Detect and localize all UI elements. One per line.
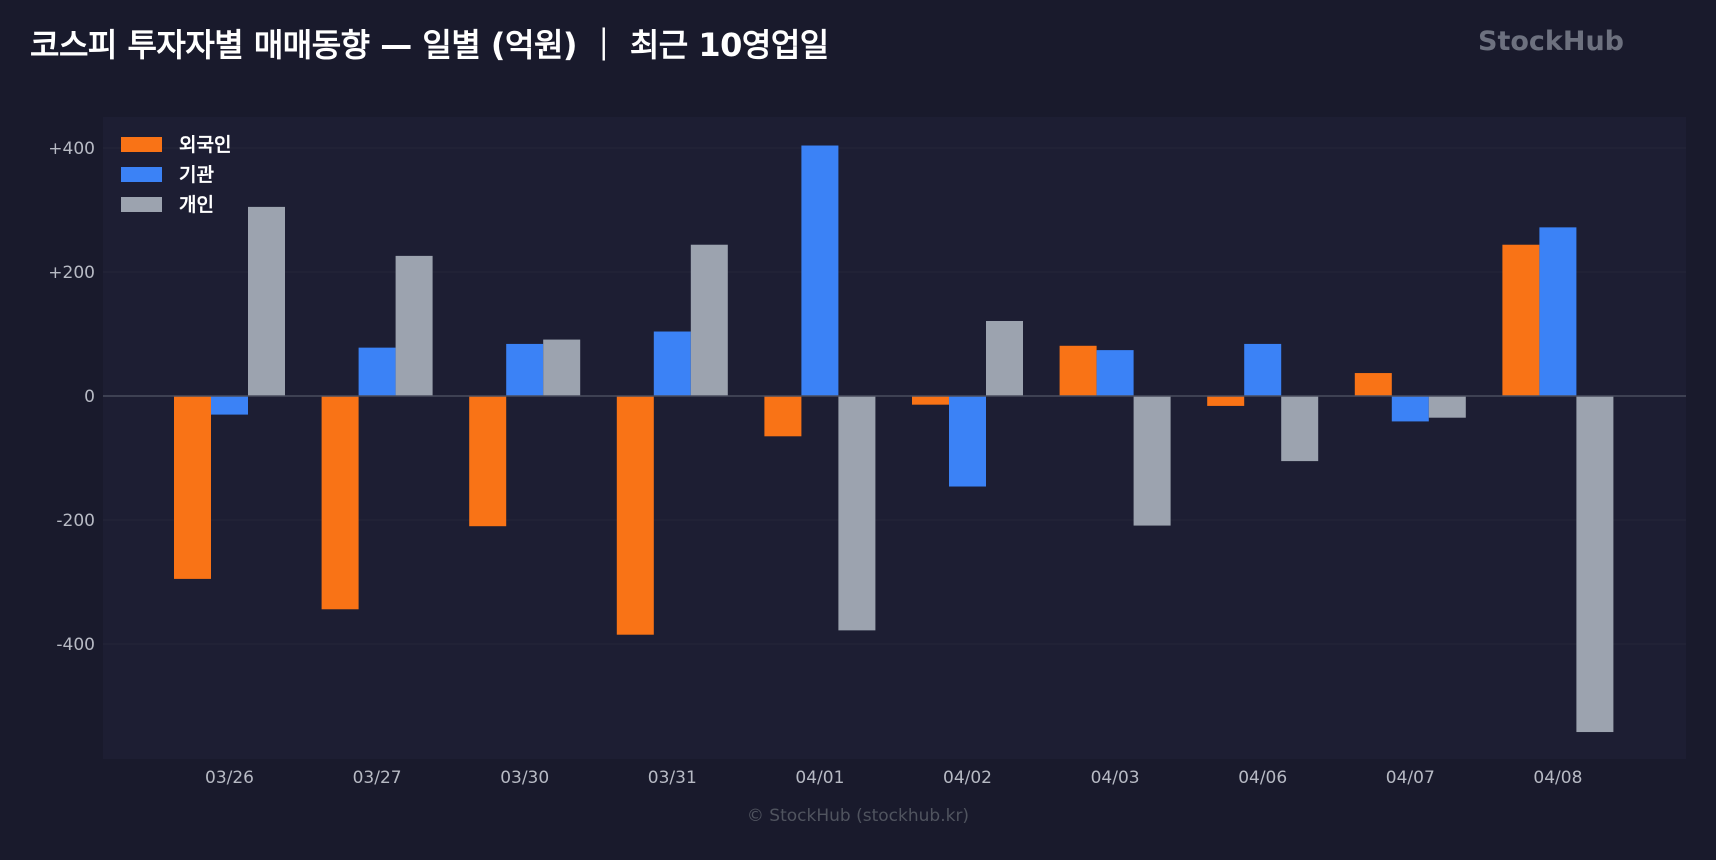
- gridlines: [103, 147, 1686, 645]
- y-tick-label: +400: [48, 139, 95, 159]
- bar-foreign-04-08: [1502, 244, 1540, 396]
- bar-series-group: [174, 145, 1614, 733]
- y-tick-label: -400: [56, 635, 95, 655]
- y-tick-label: 0: [84, 387, 95, 407]
- x-tick-label: 03/26: [205, 768, 254, 788]
- bar-institution-04-01: [801, 145, 839, 396]
- chart-title: 코스피 투자자별 매매동향 — 일별 (억원) ｜ 최근 10영업일: [30, 26, 829, 64]
- bar-individual-03-31: [690, 244, 728, 396]
- x-tick-label: 04/01: [795, 768, 844, 788]
- x-tick-label: 04/02: [943, 768, 992, 788]
- bar-foreign-04-07: [1354, 373, 1392, 396]
- bar-individual-04-03: [1133, 396, 1171, 526]
- y-tick-label: -200: [56, 511, 95, 531]
- bar-individual-04-08: [1576, 396, 1614, 733]
- y-axis-ticks: +400 +200 0 -200 -400: [48, 139, 95, 655]
- plot-area-background: [103, 117, 1686, 759]
- legend-swatch: [121, 137, 162, 152]
- bar-institution-03-30: [506, 343, 544, 396]
- bar-institution-03-26: [211, 396, 248, 415]
- bar-institution-04-06: [1244, 343, 1282, 396]
- y-tick-label: +200: [48, 263, 95, 283]
- legend-label: 기관: [179, 164, 214, 186]
- bar-institution-03-31: [653, 331, 691, 396]
- bar-individual-03-30: [543, 339, 581, 396]
- bar-institution-04-07: [1391, 396, 1429, 422]
- bar-chart: +400 +200 0 -200 -400 03/26 03/27 03/30 03/31 04…: [48, 117, 1686, 788]
- bar-individual-04-01: [838, 396, 876, 631]
- x-tick-label: 03/31: [648, 768, 697, 788]
- bar-foreign-04-06: [1207, 396, 1245, 406]
- bar-foreign-03-31: [616, 396, 654, 635]
- legend-label: 개인: [179, 194, 214, 216]
- bar-institution-04-03: [1096, 350, 1134, 396]
- legend-swatch: [121, 197, 162, 212]
- bar-institution-04-08: [1539, 227, 1577, 396]
- x-tick-label: 04/08: [1533, 768, 1582, 788]
- x-tick-label: 04/07: [1386, 768, 1435, 788]
- bar-individual-04-02: [986, 320, 1023, 396]
- brand-logo-text: StockHub: [1478, 26, 1625, 57]
- x-tick-label: 03/30: [500, 768, 549, 788]
- bar-individual-04-07: [1428, 396, 1466, 418]
- bar-institution-04-02: [949, 396, 986, 487]
- x-axis-ticks: 03/26 03/27 03/30 03/31 04/01 04/02 04/03 04/06…: [205, 768, 1582, 788]
- legend-swatch: [121, 167, 162, 182]
- x-tick-label: 04/03: [1091, 768, 1140, 788]
- x-tick-label: 04/06: [1238, 768, 1287, 788]
- footer-credit: © StockHub (stockhub.kr): [746, 806, 970, 826]
- legend-label: 외국인: [179, 134, 231, 156]
- bar-foreign-04-03: [1059, 345, 1097, 396]
- bar-individual-03-26: [248, 206, 285, 396]
- bar-individual-04-06: [1281, 396, 1319, 462]
- bar-foreign-03-26: [174, 396, 211, 579]
- bar-institution-03-27: [358, 347, 396, 396]
- bar-individual-03-27: [395, 255, 433, 396]
- bar-foreign-04-02: [912, 396, 949, 405]
- bar-foreign-04-01: [764, 396, 802, 437]
- x-tick-label: 03/27: [353, 768, 402, 788]
- bar-foreign-03-30: [469, 396, 507, 527]
- bar-foreign-03-27: [321, 396, 359, 610]
